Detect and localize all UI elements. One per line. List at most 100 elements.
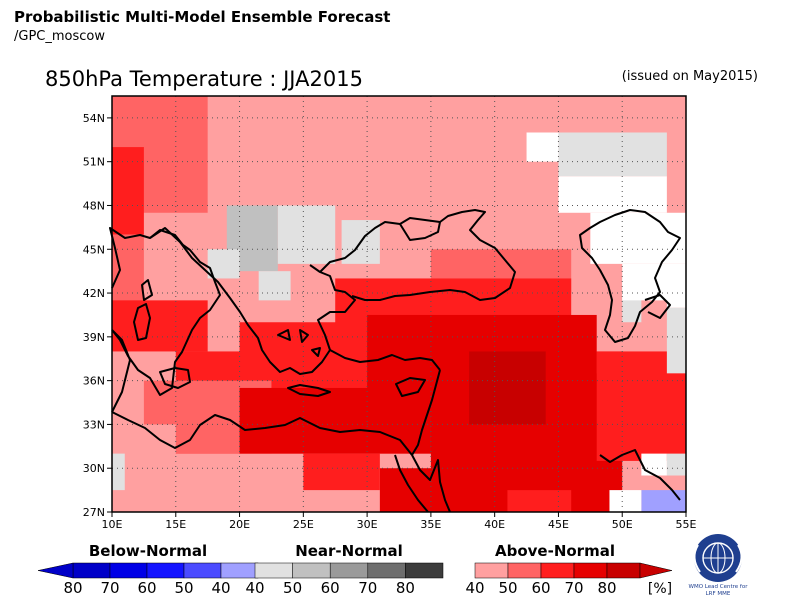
no-signal-cell — [526, 132, 559, 162]
lat-label: 27N — [83, 506, 105, 519]
prob-cell-near-40 — [666, 307, 686, 374]
coast-italy — [109, 227, 221, 413]
prob-cell-above-60 — [112, 300, 208, 352]
above-legend-swatch — [507, 562, 542, 579]
prob-cell-above-70 — [239, 387, 431, 454]
prob-cell-above-60 — [303, 453, 380, 491]
below-legend-label: 70 — [100, 579, 119, 597]
above-legend-label: 70 — [564, 579, 583, 597]
island-corsica — [141, 279, 153, 301]
prob-cell-above-60 — [507, 490, 572, 512]
prob-cell-near-40 — [258, 271, 291, 301]
coast-turkey-south — [329, 349, 441, 371]
near-legend-title: Near-Normal — [295, 542, 403, 560]
coast-karabogaz — [644, 294, 671, 319]
coastlines — [109, 209, 681, 513]
prob-cell-above-60 — [112, 147, 144, 235]
above-legend-swatch — [474, 562, 509, 579]
below-legend-swatch — [109, 562, 148, 579]
above-legend-label: 40 — [465, 579, 484, 597]
lon-label: 20E — [229, 518, 250, 531]
coast-persian-gulf — [599, 449, 681, 501]
lon-label: 50E — [612, 518, 633, 531]
below-legend-swatch — [72, 562, 111, 579]
lat-label: 36N — [83, 375, 105, 388]
logo-text-1: WMO Lead Centre for — [689, 584, 749, 590]
no-signal-cell — [609, 490, 642, 512]
no-signal-cell — [641, 453, 667, 476]
above-legend-swatch — [540, 562, 575, 579]
product-title: Probabilistic Multi-Model Ensemble Forec… — [14, 8, 391, 26]
lon-label: 10E — [102, 518, 123, 531]
near-legend-label: 60 — [321, 579, 340, 597]
island-sicily — [159, 367, 191, 389]
below-legend-swatch — [183, 562, 222, 579]
map-frame — [111, 95, 687, 513]
lat-label: 54N — [83, 112, 105, 125]
prob-cell-below-40 — [641, 490, 686, 512]
coast-black-sea — [319, 209, 516, 301]
probability-fills — [112, 96, 686, 512]
map-title: 850hPa Temperature : JJA2015 — [45, 67, 363, 91]
above-legend-arrow — [639, 562, 673, 579]
lon-label: 40E — [484, 518, 505, 531]
legend-unit: [%] — [648, 581, 672, 597]
near-legend-swatch — [254, 562, 293, 579]
above-legend-label: 60 — [531, 579, 550, 597]
island-aegean — [277, 329, 321, 357]
prob-cell-above-80 — [469, 351, 546, 425]
near-legend-swatch — [405, 562, 444, 579]
near-legend-label: 40 — [245, 579, 264, 597]
near-legend-label: 80 — [396, 579, 415, 597]
prob-cell-near-40 — [558, 132, 667, 177]
lat-label: 51N — [83, 156, 105, 169]
above-legend-label: 50 — [498, 579, 517, 597]
prob-cell-above-50 — [112, 234, 144, 308]
near-legend-swatch — [329, 562, 369, 579]
lon-label: 30E — [357, 518, 378, 531]
coast-north-africa — [111, 411, 413, 456]
above-legend-swatch — [606, 562, 641, 579]
coast-crimea — [399, 221, 441, 241]
island-sardinia — [133, 303, 151, 341]
below-legend-title: Below-Normal — [89, 542, 207, 560]
below-legend-arrow — [37, 562, 74, 579]
lon-label: 35E — [420, 518, 441, 531]
lat-label: 30N — [83, 462, 105, 475]
logo-text-2: LRF MME — [706, 591, 731, 597]
below-legend-label: 80 — [63, 579, 82, 597]
near-legend-swatch — [367, 562, 406, 579]
prob-cell-near-40 — [112, 453, 125, 491]
coast-red-sea — [394, 454, 451, 513]
below-legend-label: 60 — [137, 579, 156, 597]
lon-label: 45E — [548, 518, 569, 531]
issue-date: (issued on May2015) — [621, 69, 758, 84]
prob-cell-near-40 — [666, 453, 686, 476]
prob-cell-near-40 — [277, 205, 336, 264]
no-signal-cell — [590, 212, 686, 264]
lat-label: 39N — [83, 331, 105, 344]
coast-levant — [411, 369, 441, 456]
latitude-labels: 54N 51N 48N 45N 42N 39N 36N 33N 30N 27N — [83, 112, 105, 519]
no-signal-cell — [666, 293, 686, 308]
lon-label: 15E — [165, 518, 186, 531]
lat-label: 42N — [83, 287, 105, 300]
product-source: /GPC_moscow — [14, 29, 105, 44]
legend: Below-Normal 80 70 60 50 40 Near-Normal 40 50 60 7… — [37, 542, 673, 597]
lat-label: 33N — [83, 418, 105, 431]
longitude-labels: 10E 15E 20E 25E 30E 35E 40E 45E 50E 55E — [102, 518, 697, 531]
lon-label: 25E — [293, 518, 314, 531]
below-legend-swatch — [220, 562, 259, 579]
lat-label: 45N — [83, 243, 105, 256]
above-legend-title: Above-Normal — [495, 542, 615, 560]
below-legend-label: 40 — [211, 579, 230, 597]
lon-label: 55E — [676, 518, 697, 531]
above-legend-swatch — [573, 562, 608, 579]
island-crete — [287, 384, 331, 397]
wmo-logo: WMO Lead Centre for LRF MME — [689, 534, 749, 597]
below-legend-swatch — [146, 562, 185, 579]
lat-label: 48N — [83, 199, 105, 212]
near-legend-label: 50 — [283, 579, 302, 597]
island-cyprus — [395, 377, 426, 397]
